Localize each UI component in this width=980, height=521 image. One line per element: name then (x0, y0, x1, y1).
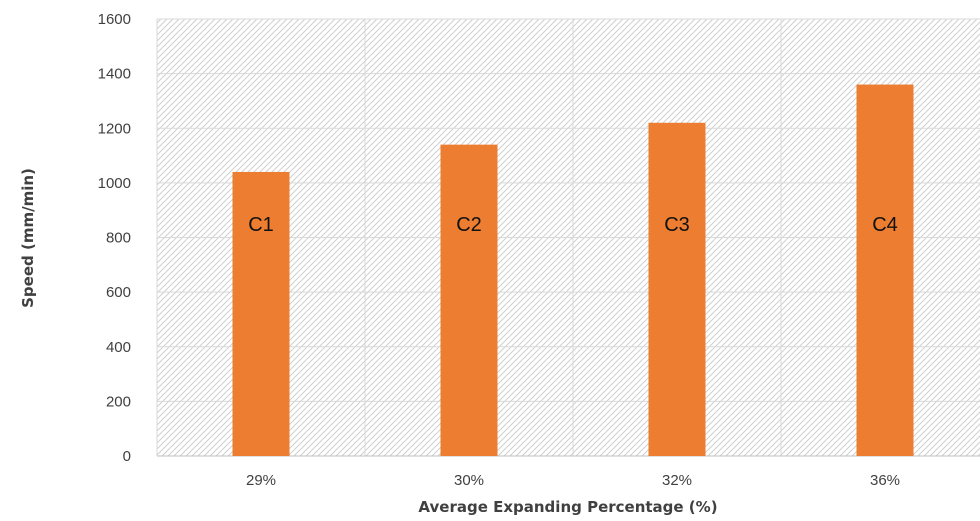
bars-group: C1 C2 C3 C4 (232, 84, 914, 457)
bar-label: C1 (248, 214, 274, 236)
bar-c2 (440, 144, 498, 456)
y-axis-title: Speed (mm/min) (19, 168, 37, 308)
bar-label: C3 (664, 214, 690, 236)
bar-label: C4 (872, 214, 898, 236)
x-tick-label: 29% (246, 472, 276, 489)
bar-c1 (232, 171, 290, 456)
x-tick-label: 36% (870, 472, 900, 489)
y-tick-label: 600 (106, 284, 131, 301)
y-tick-label: 200 (106, 393, 131, 410)
y-tick-label: 1200 (98, 120, 131, 137)
y-tick-label: 800 (106, 230, 131, 247)
gridlines (156, 18, 980, 457)
y-axis-ticks: 0 200 400 600 800 1000 1200 1400 1600 (98, 11, 131, 465)
x-axis-title: Average Expanding Percentage (%) (418, 498, 717, 516)
bar-label: C2 (456, 214, 482, 236)
x-axis-ticks: 29% 30% 32% 36% (246, 472, 900, 489)
y-tick-label: 1000 (98, 175, 131, 192)
y-tick-label: 0 (123, 448, 131, 465)
y-tick-label: 1600 (98, 11, 131, 28)
y-tick-label: 400 (106, 339, 131, 356)
y-tick-label: 1400 (98, 66, 131, 83)
x-tick-label: 32% (662, 472, 692, 489)
bar-c3 (648, 122, 706, 456)
x-tick-label: 30% (454, 472, 484, 489)
bar-c4 (856, 84, 914, 457)
